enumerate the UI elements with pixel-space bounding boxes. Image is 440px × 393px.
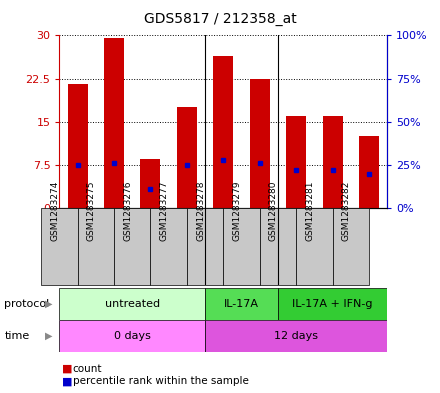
Bar (333, 208, 369, 285)
Bar (359, 136, 379, 208)
Bar (323, 116, 343, 208)
Text: ■: ■ (62, 364, 72, 374)
Text: GSM1283276: GSM1283276 (123, 180, 132, 241)
Bar (59, 288, 205, 320)
Bar (187, 208, 223, 285)
Bar (296, 208, 333, 285)
Bar (77, 208, 114, 285)
Text: 0 days: 0 days (114, 331, 150, 341)
Text: GSM1283280: GSM1283280 (269, 180, 278, 241)
Text: GSM1283274: GSM1283274 (51, 180, 59, 241)
Bar (250, 79, 270, 208)
Bar (114, 208, 150, 285)
Bar (104, 38, 124, 208)
Text: GSM1283282: GSM1283282 (342, 180, 351, 241)
Text: time: time (4, 331, 29, 341)
Bar (286, 116, 306, 208)
Bar (223, 208, 260, 285)
Text: untreated: untreated (105, 299, 160, 309)
Text: 12 days: 12 days (274, 331, 318, 341)
Text: GSM1283278: GSM1283278 (196, 180, 205, 241)
Text: GSM1283277: GSM1283277 (160, 180, 169, 241)
Text: ■: ■ (62, 376, 72, 386)
Bar (205, 320, 387, 352)
Text: GDS5817 / 212358_at: GDS5817 / 212358_at (143, 12, 297, 26)
Text: protocol: protocol (4, 299, 50, 309)
Bar (213, 55, 233, 208)
Bar (59, 320, 205, 352)
Text: GSM1283275: GSM1283275 (87, 180, 96, 241)
Text: IL-17A + IFN-g: IL-17A + IFN-g (292, 299, 373, 309)
Text: GSM1283279: GSM1283279 (232, 180, 242, 241)
Bar (41, 208, 77, 285)
Bar (150, 208, 187, 285)
Text: ▶: ▶ (44, 331, 52, 341)
Text: IL-17A: IL-17A (224, 299, 259, 309)
Bar (205, 288, 278, 320)
Bar (260, 208, 296, 285)
Text: GSM1283281: GSM1283281 (305, 180, 314, 241)
Bar (278, 288, 387, 320)
Text: ▶: ▶ (44, 299, 52, 309)
Bar (68, 84, 88, 208)
Bar (140, 159, 161, 208)
Text: percentile rank within the sample: percentile rank within the sample (73, 376, 249, 386)
Bar (177, 107, 197, 208)
Text: count: count (73, 364, 102, 374)
